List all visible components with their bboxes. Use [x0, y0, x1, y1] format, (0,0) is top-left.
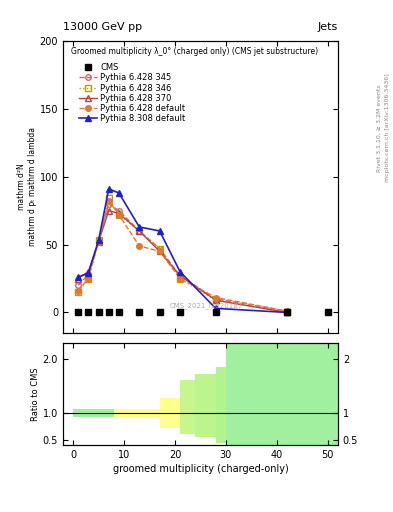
Y-axis label: mathrm d²N
mathrm d pₜ mathrm d lambda: mathrm d²N mathrm d pₜ mathrm d lambda — [17, 127, 37, 246]
Text: Rivet 3.1.10, ≥ 3.2M events: Rivet 3.1.10, ≥ 3.2M events — [377, 84, 382, 172]
Y-axis label: Ratio to CMS: Ratio to CMS — [31, 368, 40, 421]
Legend: CMS, Pythia 6.428 345, Pythia 6.428 346, Pythia 6.428 370, Pythia 6.428 default,: CMS, Pythia 6.428 345, Pythia 6.428 346,… — [75, 60, 189, 126]
X-axis label: groomed multiplicity (charged-only): groomed multiplicity (charged-only) — [112, 464, 288, 475]
Text: Groomed multiplicity λ_0° (charged only) (CMS jet substructure): Groomed multiplicity λ_0° (charged only)… — [71, 47, 318, 56]
Text: CMS_2021_I1920187: CMS_2021_I1920187 — [169, 303, 242, 309]
Text: 13000 GeV pp: 13000 GeV pp — [63, 22, 142, 32]
Text: mcplots.cern.ch [arXiv:1306.3436]: mcplots.cern.ch [arXiv:1306.3436] — [385, 74, 389, 182]
Text: Jets: Jets — [318, 22, 338, 32]
